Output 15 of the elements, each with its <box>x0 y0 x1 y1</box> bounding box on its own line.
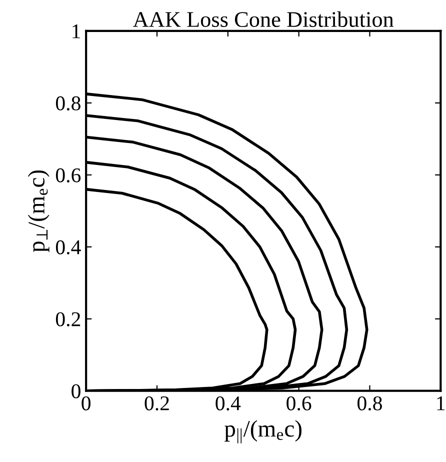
x-tick-label: 0.4 <box>216 396 241 410</box>
x-tick-label: 0.8 <box>358 396 382 410</box>
x-axis-title: p$_{||}$/(m$_{e}$c) <box>224 420 302 444</box>
y-tick-label: 0.2 <box>56 312 80 326</box>
y-tick-label: 0.4 <box>56 240 81 254</box>
x-tick-label: 0.6 <box>286 396 312 410</box>
x-tick-label: 0.2 <box>144 396 169 410</box>
y-tick-label: 0.6 <box>56 168 81 182</box>
y-tick-label: 0 <box>72 384 80 398</box>
chart-title: AAK Loss Cone Distribution <box>133 11 394 28</box>
y-tick-label: 1 <box>72 24 80 38</box>
y-axis-title: p$_{⊥}$/(m$_{e}$c) <box>28 170 50 252</box>
x-tick-label: 1 <box>437 396 445 410</box>
x-tick-label: 0 <box>82 396 90 410</box>
y-tick-label: 0.8 <box>56 96 80 110</box>
